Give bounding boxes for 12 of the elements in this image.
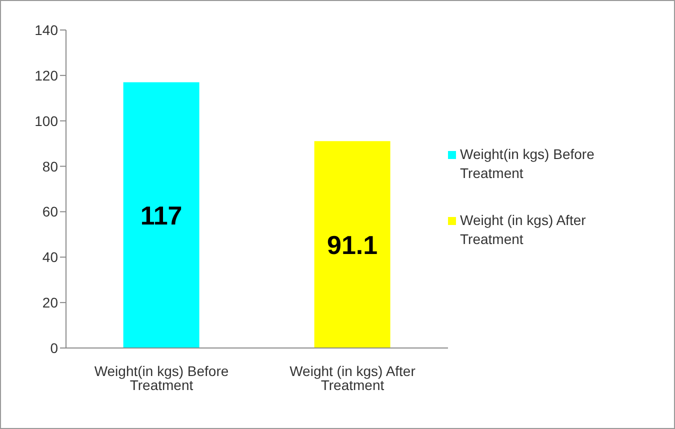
y-tick-label: 80 <box>42 158 58 174</box>
y-tick-label: 140 <box>34 22 58 38</box>
y-tick-label: 100 <box>34 112 58 129</box>
y-tick-label: 0 <box>50 340 58 356</box>
data-label: 91.1 <box>326 230 378 260</box>
y-tick-label: 60 <box>42 204 58 220</box>
y-tick-label: 40 <box>42 249 58 266</box>
legend-label: Weight(in kgs) Before Treatment <box>460 145 596 183</box>
legend-label: Weight (in kgs) After Treatment <box>460 211 587 249</box>
data-label: 117 <box>140 200 182 230</box>
y-tick-label: 20 <box>42 294 58 311</box>
y-tick-label: 120 <box>34 67 58 84</box>
